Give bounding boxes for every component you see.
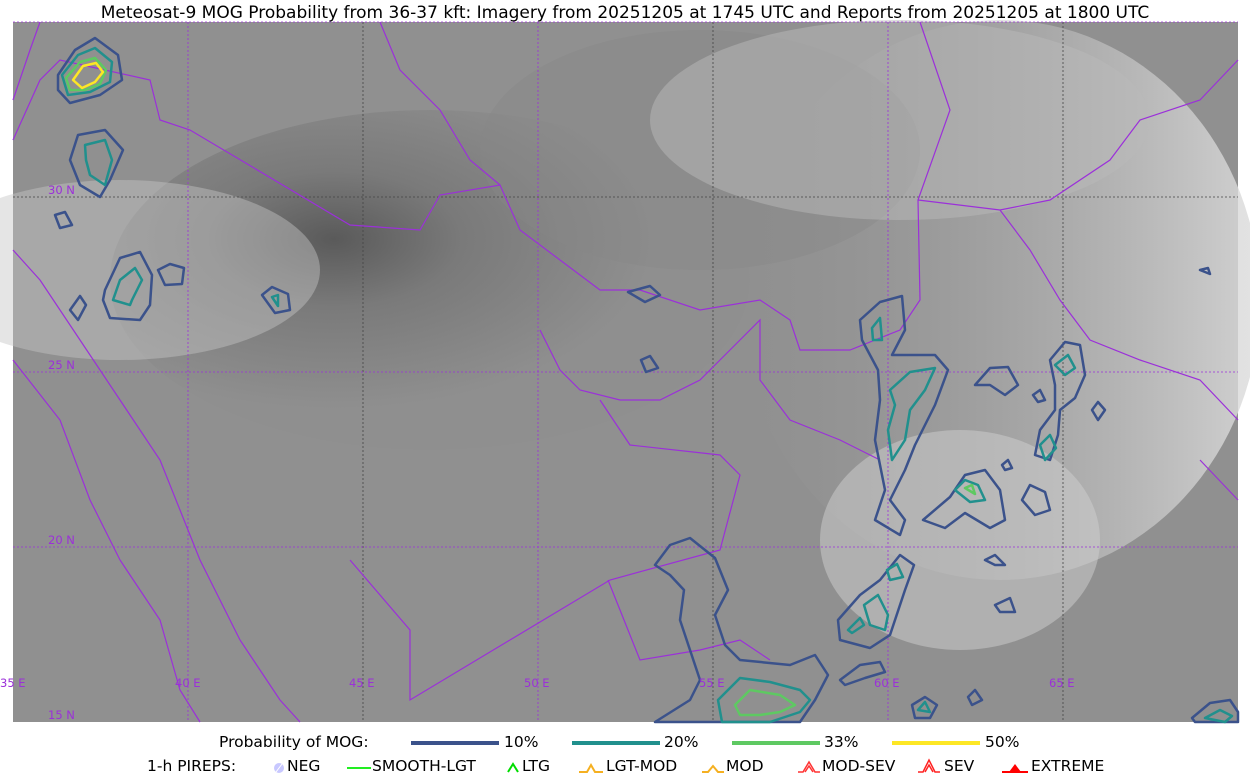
lon-label: 35 E (0, 676, 26, 690)
lat-label: 30 N (48, 183, 75, 197)
legend-item-10: 10% (504, 733, 539, 751)
contour-20-percent (60, 46, 1234, 724)
lat-label: 20 N (48, 533, 75, 547)
swatch-10 (411, 741, 499, 745)
pirep-mod-sev: MOD-SEV (822, 757, 896, 775)
swatch-33 (732, 741, 820, 745)
lon-label: 55 E (699, 676, 725, 690)
pireps-legend-label: 1-h PIREPS: (147, 757, 237, 775)
legend-item-33: 33% (824, 733, 859, 751)
double-caret-icon (918, 758, 940, 773)
lon-label: 40 E (175, 676, 201, 690)
pirep-ltg: LTG (522, 757, 550, 775)
filled-triangle-icon (1002, 764, 1028, 773)
probability-legend: Probability of MOG: 10% 20% 33% 50% (0, 733, 1250, 753)
gridlines (13, 21, 1238, 722)
pirep-neg: NEG (287, 757, 321, 775)
double-caret-icon (798, 760, 820, 773)
pirep-extreme: EXTREME (1031, 757, 1105, 775)
pirep-sev: SEV (944, 757, 975, 775)
mog-contours (53, 36, 1240, 724)
lon-label: 60 E (874, 676, 900, 690)
lon-label: 45 E (349, 676, 375, 690)
legend-item-50: 50% (985, 733, 1020, 751)
axis-labels: 30 N 25 N 20 N 15 N 35 E 40 E 45 E 50 E … (0, 183, 1075, 722)
swatch-20 (572, 741, 660, 745)
lat-label: 25 N (48, 358, 75, 372)
caret-icon (702, 764, 724, 773)
legend-item-20: 20% (664, 733, 699, 751)
pirep-smooth-lgt: SMOOTH-LGT (372, 757, 476, 775)
lon-label: 65 E (1049, 676, 1075, 690)
hat-icon (579, 762, 603, 773)
lat-label: 15 N (48, 708, 75, 722)
probability-legend-label: Probability of MOG: (219, 733, 369, 751)
country-borders (12, 21, 1239, 723)
contour-33-percent (64, 56, 977, 717)
map-title: Meteosat-9 MOG Probability from 36-37 kf… (100, 3, 1150, 23)
pireps-legend: 1-h PIREPS: NEG SMOOTH-LGT LTG LGT-MOD M… (0, 757, 1250, 777)
swatch-50 (892, 741, 980, 745)
lon-label: 50 E (524, 676, 550, 690)
contour-50-percent (71, 61, 105, 90)
caret-icon (507, 762, 519, 773)
line-icon (347, 767, 371, 769)
contour-10-percent (53, 36, 1240, 724)
pirep-lgt-mod: LGT-MOD (606, 757, 678, 775)
neg-circle-icon (274, 763, 284, 773)
pirep-mod: MOD (726, 757, 764, 775)
